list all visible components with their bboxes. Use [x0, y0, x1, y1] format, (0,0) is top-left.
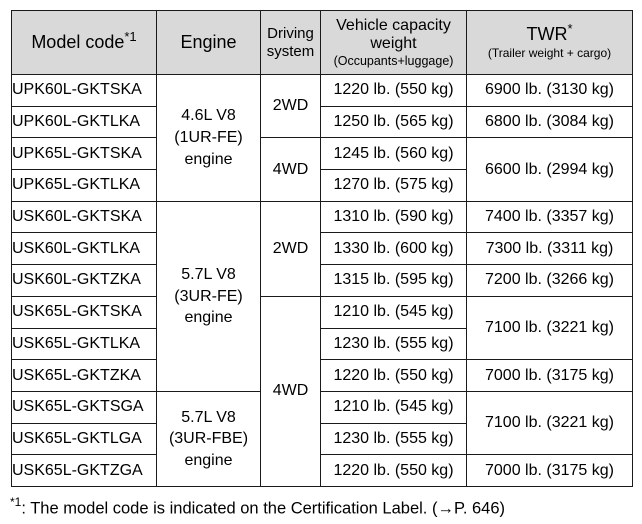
table-row: USK65L-GKTZGA 1220 lb. (550 kg) 7000 lb.…: [11, 454, 633, 487]
engine-line2: (3UR-FBE): [168, 430, 249, 448]
table-row: USK65L-GKTZKA 1220 lb. (550 kg) 7000 lb.…: [11, 359, 633, 392]
footnote-text: : The model code is indicated on the Cer…: [21, 499, 438, 518]
model-code-cell: UPK60L-GKTSKA: [11, 74, 157, 107]
twr-cell: 7000 lb. (3175 kg): [466, 454, 633, 487]
capacity-header-line2: weight: [370, 35, 417, 53]
engine-header-label: Engine: [180, 31, 237, 52]
capacity-cell: 1250 lb. (565 kg): [320, 105, 467, 139]
model-code-cell: USK65L-GKTSGA: [11, 390, 157, 424]
table-row: UPK60L-GKTLKA 1250 lb. (565 kg) 6800 lb.…: [11, 105, 633, 139]
model-code-cell: USK65L-GKTLKA: [11, 327, 157, 361]
table-row: USK65L-GKTSGA 5.7L V8 (3UR-FBE) engine 1…: [11, 390, 633, 487]
model-code-cell: UPK60L-GKTLKA: [11, 105, 157, 139]
table-row: UPK65L-GKTSKA 4WD 1245 lb. (560 kg) 6600…: [11, 137, 633, 202]
twr-cell: 7100 lb. (3221 kg): [466, 295, 633, 361]
table-row: USK65L-GKTLKA 1230 lb. (555 kg): [11, 327, 633, 361]
vehicle-capacity-header: Vehicle capacity weight (Occupants+lugga…: [320, 10, 467, 75]
capacity-cell: 1220 lb. (550 kg): [320, 359, 467, 392]
table-row: USK60L-GKTZKA 1315 lb. (595 kg) 7200 lb.…: [11, 264, 633, 297]
driving-system-cell: 4WD: [260, 137, 321, 202]
footnote-close: ): [499, 499, 506, 518]
driving-system-header: Driving system: [260, 10, 321, 75]
driving-system-cell: 4WD: [260, 295, 321, 487]
model-code-cell: USK60L-GKTZKA: [11, 264, 157, 297]
capacity-cell: 1210 lb. (545 kg): [320, 295, 467, 329]
footnote-page-ref[interactable]: P. 646: [453, 499, 500, 518]
engine-line3: engine: [184, 451, 233, 469]
table-row: USK60L-GKTLKA 1330 lb. (600 kg) 7300 lb.…: [11, 232, 633, 266]
capacity-cell: 1210 lb. (545 kg): [320, 390, 467, 424]
engine-cell: 5.7L V8 (3UR-FE) engine: [156, 200, 261, 392]
twr-cell: 7300 lb. (3311 kg): [466, 232, 633, 266]
twr-header-label: TWR: [526, 23, 568, 44]
model-code-header-label: Model code: [31, 31, 125, 52]
footnote: *1: The model code is indicated on the C…: [10, 495, 506, 519]
model-code-header: Model code*1: [11, 10, 157, 75]
driving-header-line2: system: [266, 42, 315, 60]
capacity-cell: 1245 lb. (560 kg): [320, 137, 467, 171]
driving-header-line1: Driving: [267, 25, 314, 43]
twr-cell: 7400 lb. (3357 kg): [466, 200, 633, 234]
capacity-cell: 1220 lb. (550 kg): [320, 454, 467, 487]
engine-cell: 5.7L V8 (3UR-FBE) engine: [156, 390, 261, 487]
model-code-cell: USK60L-GKTSKA: [11, 200, 157, 234]
engine-line2: (1UR-FE): [174, 129, 243, 147]
footnote-mark: *1: [10, 495, 22, 509]
twr-cell: 7200 lb. (3266 kg): [466, 264, 633, 297]
table-row: UPK65L-GKTLKA 1270 lb. (575 kg): [11, 169, 633, 202]
model-code-cell: USK60L-GKTLKA: [11, 232, 157, 266]
model-code-footnote-mark: *1: [124, 28, 137, 44]
capacity-header-line1: Vehicle capacity: [336, 16, 451, 34]
capacity-cell: 1270 lb. (575 kg): [320, 169, 467, 202]
engine-line1: 4.6L V8: [181, 107, 236, 125]
driving-system-cell: 2WD: [260, 200, 321, 297]
model-code-cell: USK65L-GKTLGA: [11, 422, 157, 456]
vehicle-capacity-table: Model code*1 Engine Driving system Vehic…: [11, 10, 633, 487]
table-row: UPK60L-GKTSKA 4.6L V8 (1UR-FE) engine 2W…: [11, 73, 633, 202]
twr-header-note: (Trailer weight + cargo): [487, 46, 612, 61]
model-code-cell: USK65L-GKTSKA: [11, 295, 157, 329]
capacity-cell: 1330 lb. (600 kg): [320, 232, 467, 266]
arrow-icon: →: [437, 499, 454, 518]
engine-line1: 5.7L V8: [181, 265, 236, 283]
model-code-cell: USK65L-GKTZGA: [11, 454, 157, 487]
twr-footnote-mark: *: [567, 20, 573, 36]
engine-cell: 4.6L V8 (1UR-FE) engine: [156, 74, 261, 202]
engine-line2: (3UR-FE): [174, 287, 243, 305]
table-row: USK60L-GKTSKA 5.7L V8 (3UR-FE) engine 2W…: [11, 200, 633, 392]
engine-line3: engine: [184, 309, 233, 327]
driving-system-cell: 2WD: [260, 73, 321, 139]
twr-cell: 6900 lb. (3130 kg): [466, 74, 633, 107]
table-header-row: Model code*1 Engine Driving system Vehic…: [11, 10, 633, 75]
capacity-cell: 1230 lb. (555 kg): [320, 422, 467, 456]
table-row: USK65L-GKTLGA 1230 lb. (555 kg): [11, 422, 633, 456]
twr-header: TWR* (Trailer weight + cargo): [466, 10, 633, 75]
twr-cell: 6800 lb. (3084 kg): [466, 105, 633, 139]
capacity-cell: 1315 lb. (595 kg): [320, 264, 467, 297]
twr-cell: 7000 lb. (3175 kg): [466, 359, 633, 392]
twr-cell: 6600 lb. (2994 kg): [466, 137, 633, 202]
capacity-cell: 1230 lb. (555 kg): [320, 327, 467, 361]
twr-cell: 7100 lb. (3221 kg): [466, 390, 633, 456]
capacity-cell: 1310 lb. (590 kg): [320, 200, 467, 234]
capacity-header-note: (Occupants+luggage): [333, 53, 454, 68]
engine-line1: 5.7L V8: [181, 408, 236, 426]
model-code-cell: USK65L-GKTZKA: [11, 359, 157, 392]
engine-line3: engine: [184, 150, 233, 168]
model-code-cell: UPK65L-GKTSKA: [11, 137, 157, 171]
engine-header: Engine: [156, 10, 261, 75]
model-code-cell: UPK65L-GKTLKA: [11, 169, 157, 202]
table-row: USK65L-GKTSKA 4WD 1210 lb. (545 kg) 7100…: [11, 295, 633, 487]
capacity-cell: 1220 lb. (550 kg): [320, 74, 467, 107]
